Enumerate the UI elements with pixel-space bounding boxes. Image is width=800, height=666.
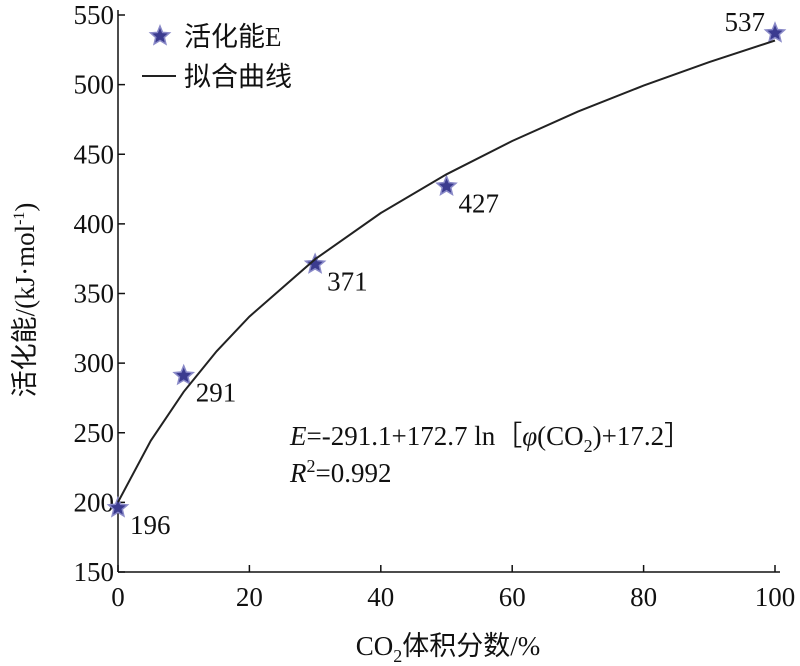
y-tick-label: 350 (74, 279, 115, 309)
x-label-sub: 2 (393, 646, 402, 666)
equation-part: (CO (537, 421, 584, 451)
r2-part: R (289, 458, 307, 488)
data-point (106, 495, 130, 518)
legend-label: 拟合曲线 (184, 62, 292, 92)
data-label: 427 (459, 188, 500, 218)
x-tick-label: 20 (236, 582, 263, 612)
data-point (303, 252, 327, 274)
r2-sup: 2 (307, 456, 316, 476)
y-label-sup: -1 (11, 212, 28, 225)
equation-part: E (289, 421, 307, 451)
legend-label: 活化能E (184, 22, 282, 52)
equation-part: )+17.2］ (593, 421, 691, 451)
y-tick-label: 200 (74, 487, 115, 517)
legend-marker (148, 24, 172, 46)
y-tick-label: 300 (74, 348, 115, 378)
y-label-part: 活化能/(kJ·mol (10, 225, 40, 398)
y-tick-label: 550 (74, 0, 115, 30)
equation-part: φ (522, 421, 537, 451)
data-point (763, 21, 787, 43)
equation-part: =-291.1+172.7 ln［ (307, 421, 523, 451)
r2-part: =0.992 (316, 458, 392, 488)
x-tick-label: 0 (111, 582, 125, 612)
equation-part: 2 (584, 436, 593, 456)
data-label: 291 (196, 378, 237, 408)
y-tick-label: 250 (74, 418, 115, 448)
data-point (172, 363, 196, 386)
y-tick-label: 500 (74, 70, 115, 100)
y-tick-label: 400 (74, 209, 115, 239)
y-tick-label: 150 (74, 557, 115, 587)
data-label: 537 (725, 7, 766, 37)
data-point (435, 174, 458, 196)
x-tick-label: 40 (367, 582, 394, 612)
y-axis-label: 活化能/(kJ·mol-1) (10, 203, 40, 398)
fit-curve (117, 39, 776, 503)
x-tick-label: 60 (499, 582, 526, 612)
x-tick-label: 100 (755, 582, 796, 612)
equation: E=-291.1+172.7 ln［φ(CO2)+17.2］ (289, 421, 691, 456)
x-label-part: 体积分数/% (402, 631, 540, 661)
x-tick-label: 80 (630, 582, 657, 612)
data-label: 196 (130, 510, 171, 540)
r-squared: R2=0.992 (289, 456, 391, 488)
data-label: 371 (327, 266, 368, 296)
y-tick-label: 450 (74, 139, 115, 169)
y-label-part: ) (10, 203, 40, 212)
x-axis-label: CO2体积分数/% (356, 631, 541, 666)
x-label-part: CO (356, 631, 394, 661)
